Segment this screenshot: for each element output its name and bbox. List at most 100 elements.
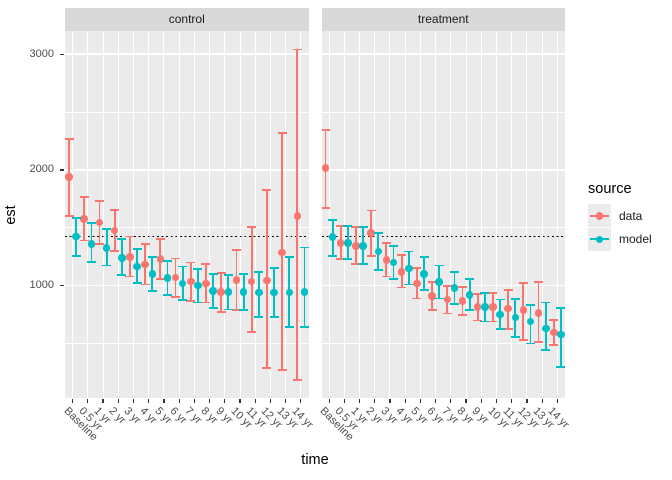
x-tick-mark (208, 398, 211, 403)
error-bar-cap-top (292, 48, 302, 51)
error-bar-cap-top (397, 254, 407, 256)
model-point (239, 288, 248, 296)
error-bar-cap-top (457, 285, 467, 288)
error-bar-cap-top (473, 292, 483, 295)
x-tick-mark (526, 398, 528, 403)
data-point (110, 226, 119, 235)
error-bar-cap-bottom (155, 277, 165, 280)
data-point (171, 273, 180, 282)
model-point (255, 288, 263, 297)
error-bar-cap-bottom (247, 331, 257, 333)
data-series-point-swatch (595, 212, 604, 220)
error-bar-cap-bottom (336, 258, 346, 260)
reference-line (321, 235, 565, 238)
data-point (321, 164, 330, 172)
error-bar-cap-top (549, 318, 559, 321)
error-bar-cap-top (343, 225, 353, 227)
error-bar-cap-top (110, 208, 120, 211)
data-point (141, 260, 149, 269)
error-bar-cap-bottom (239, 309, 249, 311)
x-tick-mark (328, 398, 330, 403)
model-point (285, 288, 294, 297)
error-bar-cap-bottom (223, 308, 233, 311)
error-bar-cap-top (503, 288, 513, 291)
error-bar-cap-bottom (262, 366, 272, 369)
model-point (481, 303, 489, 311)
data-point (126, 253, 134, 261)
gridline-vertical (87, 31, 89, 398)
x-tick-mark (87, 398, 89, 403)
data-point (156, 255, 165, 263)
error-bar-cap-top (155, 237, 165, 240)
gridline-major (321, 169, 565, 171)
error-bar-cap-top (534, 280, 544, 283)
error-bar-cap-bottom (110, 250, 120, 252)
data-point (263, 276, 271, 285)
error-bar-cap-bottom (201, 301, 211, 304)
error-bar-cap-bottom (292, 379, 302, 381)
error-bar-cap-bottom (94, 243, 104, 245)
gridline-vertical (328, 31, 330, 398)
gridline-major (321, 53, 565, 55)
model-point (344, 239, 352, 247)
x-tick-mark (117, 398, 119, 403)
error-bar-cap-bottom (277, 369, 287, 372)
error-bar-cap-bottom (171, 295, 181, 298)
error-bar-cap-top (147, 255, 157, 258)
error-bar-cap-top (247, 225, 257, 228)
model-point (194, 281, 202, 290)
facet-strip-treatment-label: treatment (417, 12, 469, 27)
gridline-vertical (359, 31, 361, 398)
model-point (300, 288, 309, 296)
model-series-point-swatch (595, 235, 604, 243)
error-bar-cap-top (389, 244, 399, 247)
error-bar-cap-top (412, 267, 422, 270)
error-bar-line (303, 247, 306, 328)
error-bar-cap-top (358, 226, 368, 229)
legend-entry-model: model (588, 227, 652, 252)
model-point (389, 258, 398, 267)
error-bar-cap-bottom (404, 283, 414, 286)
error-bar-cap-top (65, 137, 74, 140)
data-point (217, 288, 225, 296)
error-bar-cap-top (277, 131, 287, 134)
error-bar-cap-bottom (71, 255, 81, 258)
error-bar-cap-top (449, 270, 459, 273)
gridline-vertical (163, 31, 165, 398)
data-point (550, 328, 558, 337)
y-tick-mark (59, 53, 64, 55)
error-bar-cap-top (299, 246, 309, 249)
x-tick-mark (193, 398, 195, 403)
gridline-minor (65, 111, 309, 113)
x-tick-mark (358, 398, 361, 403)
gridline-minor (321, 343, 565, 344)
error-bar-cap-top (510, 298, 520, 300)
gridline-vertical (72, 31, 74, 398)
error-bar-cap-bottom (412, 297, 422, 300)
data-point (428, 292, 436, 300)
error-bar-cap-top (373, 232, 383, 234)
x-tick-mark (178, 398, 180, 403)
gridline-vertical (526, 31, 528, 398)
gridline-major (65, 285, 309, 287)
gridline-major (65, 169, 309, 171)
facet-strip-control: control (65, 8, 309, 31)
model-point (87, 240, 96, 248)
error-bar-cap-top (132, 247, 142, 250)
y-tick-label: 2000 (29, 163, 54, 176)
model-point (496, 310, 504, 319)
data-point (65, 173, 73, 181)
error-bar-cap-bottom (65, 214, 74, 217)
error-bar-cap-top (79, 196, 89, 199)
error-bar-cap-bottom (343, 258, 353, 260)
x-tick-mark (389, 398, 391, 403)
error-bar-cap-bottom (541, 349, 551, 351)
error-bar-cap-top (186, 261, 196, 264)
error-bar-cap-top (366, 209, 376, 212)
error-bar-cap-bottom (132, 282, 142, 285)
error-bar-cap-top (321, 129, 331, 131)
x-tick-mark (148, 398, 150, 403)
error-bar-cap-bottom (299, 326, 309, 329)
error-bar-cap-top (427, 280, 437, 283)
model-point (148, 270, 157, 278)
